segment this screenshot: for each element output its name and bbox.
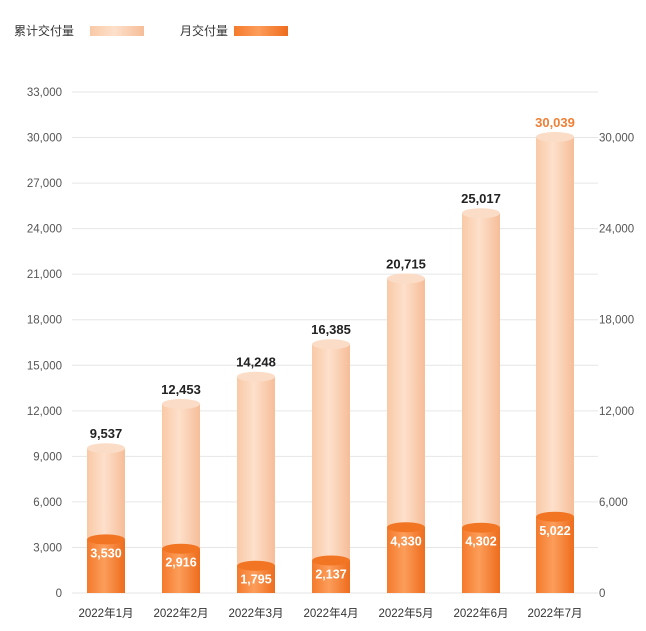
bar-monthly-top (536, 511, 574, 522)
y-right-tick-label: 6,000 (599, 497, 628, 509)
y-left-tick-label: 24,000 (27, 224, 62, 236)
bar-group: 9,537 3,530 (87, 426, 125, 593)
bar-monthly-top (462, 522, 500, 533)
x-tick-label: 2022年6月 (454, 606, 509, 620)
legend-label-monthly: 月交付量 (180, 23, 228, 38)
bar-cumulative-top (162, 398, 200, 409)
data-label-cumulative: 14,248 (236, 355, 276, 370)
bar-monthly (87, 539, 125, 593)
data-label-cumulative: 9,537 (90, 426, 123, 441)
x-tick-label: 2022年5月 (379, 606, 434, 620)
bar-group: 20,715 4,330 (386, 257, 426, 593)
bar-cumulative-top (387, 273, 425, 284)
bar-cumulative (237, 376, 275, 593)
data-label-cumulative: 20,715 (386, 257, 426, 272)
bar-monthly (536, 516, 574, 593)
data-label-monthly: 5,022 (539, 524, 570, 538)
bar-group: 25,017 4,302 (461, 191, 501, 593)
legend: 累计交付量 月交付量 (14, 23, 288, 38)
data-label-monthly: 2,916 (165, 556, 196, 570)
y-right-tick-label: 0 (599, 588, 605, 600)
y-axis-left: 0 3,000 6,000 9,000 12,000 15,000 18,000 21,000… (27, 87, 62, 600)
bar-monthly (312, 560, 350, 593)
x-tick-label: 2022年4月 (304, 606, 359, 620)
bar-group: 16,385 2,137 (311, 322, 351, 593)
y-axis-right: 0 6,000 12,000 18,000 24,000 30,000 (599, 133, 634, 600)
x-tick-label: 2022年7月 (528, 606, 583, 620)
data-label-cumulative: 25,017 (461, 191, 501, 206)
bar-group: 12,453 2,916 (161, 382, 201, 593)
x-tick-label: 2022年2月 (154, 606, 209, 620)
y-left-tick-label: 30,000 (27, 133, 62, 145)
legend-label-cumulative: 累计交付量 (14, 23, 74, 38)
y-left-tick-label: 9,000 (33, 451, 62, 463)
y-left-tick-label: 6,000 (33, 497, 62, 509)
x-tick-label: 2022年1月 (79, 606, 134, 620)
data-label-monthly: 1,795 (240, 573, 271, 587)
x-axis: 2022年1月 2022年2月 2022年3月 2022年4月 2022年5月 2022年… (79, 606, 583, 620)
y-left-tick-label: 21,000 (27, 269, 62, 281)
bar-monthly-top (237, 560, 275, 571)
bar-cumulative (312, 344, 350, 593)
data-label-monthly: 2,137 (315, 568, 346, 582)
y-left-tick-label: 12,000 (27, 406, 62, 418)
bar-cumulative-top (87, 443, 125, 454)
y-right-tick-label: 30,000 (599, 133, 634, 145)
bar-cumulative-top (462, 208, 500, 219)
data-label-cumulative: 16,385 (311, 322, 351, 337)
bar-monthly (462, 527, 500, 593)
y-right-tick-label: 18,000 (599, 315, 634, 327)
x-tick-label: 2022年3月 (229, 606, 284, 620)
y-left-tick-label: 15,000 (27, 360, 62, 372)
data-label-monthly: 3,530 (90, 546, 121, 560)
bar-monthly-top (387, 522, 425, 533)
bar-monthly (162, 548, 200, 593)
y-right-tick-label: 12,000 (599, 406, 634, 418)
bar-monthly (387, 527, 425, 593)
data-label-monthly: 4,330 (390, 534, 421, 548)
data-label-cumulative: 12,453 (161, 382, 201, 397)
data-label-cumulative: 30,039 (535, 115, 575, 130)
y-left-tick-label: 33,000 (27, 87, 62, 99)
legend-swatch-cumulative (90, 26, 144, 36)
legend-swatch-monthly (234, 26, 288, 36)
bar-group: 30,039 5,022 (535, 115, 575, 593)
y-left-tick-label: 27,000 (27, 178, 62, 190)
y-left-tick-label: 18,000 (27, 315, 62, 327)
bar-monthly-top (312, 555, 350, 566)
bar-monthly-top (162, 543, 200, 554)
y-right-tick-label: 24,000 (599, 224, 634, 236)
bar-cumulative-top (536, 131, 574, 142)
y-left-tick-label: 0 (56, 588, 62, 600)
y-left-tick-label: 3,000 (33, 542, 62, 554)
bar-monthly-top (87, 534, 125, 545)
bar-cumulative-top (237, 371, 275, 382)
bars: 9,537 3,530 12,453 2,916 14,248 1,795 16,385 2,… (87, 115, 575, 593)
data-label-monthly: 4,302 (465, 535, 496, 549)
bar-cumulative-top (312, 339, 350, 350)
bar-group: 14,248 1,795 (236, 355, 276, 593)
